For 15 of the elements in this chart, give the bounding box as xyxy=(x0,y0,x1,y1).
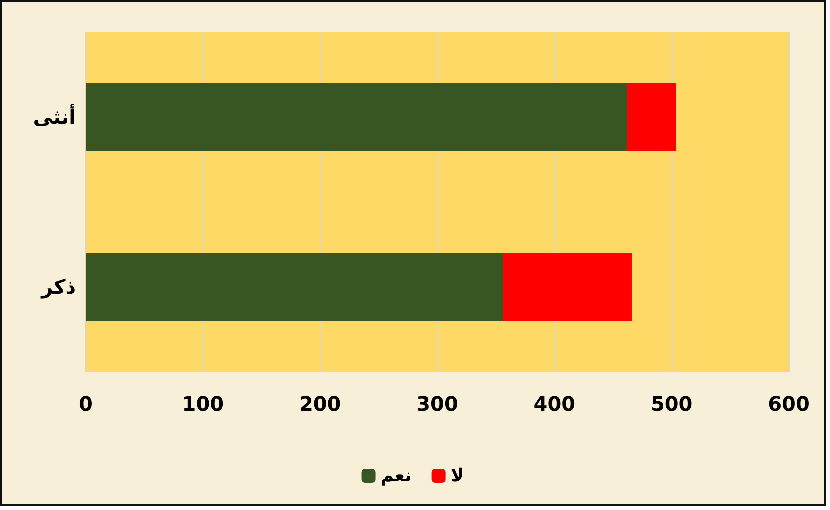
bar xyxy=(86,83,628,151)
x-tick-label: 300 xyxy=(416,392,458,416)
x-tick-label: 0 xyxy=(79,392,93,416)
bar xyxy=(627,83,677,151)
y-tick-label: أنثى xyxy=(33,104,76,129)
x-tick-label: 500 xyxy=(650,392,693,416)
x-tick-label: 200 xyxy=(299,392,342,416)
x-tick-label: 600 xyxy=(768,392,810,416)
legend-label: نعم xyxy=(380,466,412,486)
bar xyxy=(86,253,504,321)
y-tick-label: ذكر xyxy=(40,275,76,299)
x-tick-label: 400 xyxy=(534,392,576,416)
legend-label: لا xyxy=(450,466,464,486)
x-tick-label: 100 xyxy=(182,392,224,416)
bar xyxy=(503,253,632,321)
